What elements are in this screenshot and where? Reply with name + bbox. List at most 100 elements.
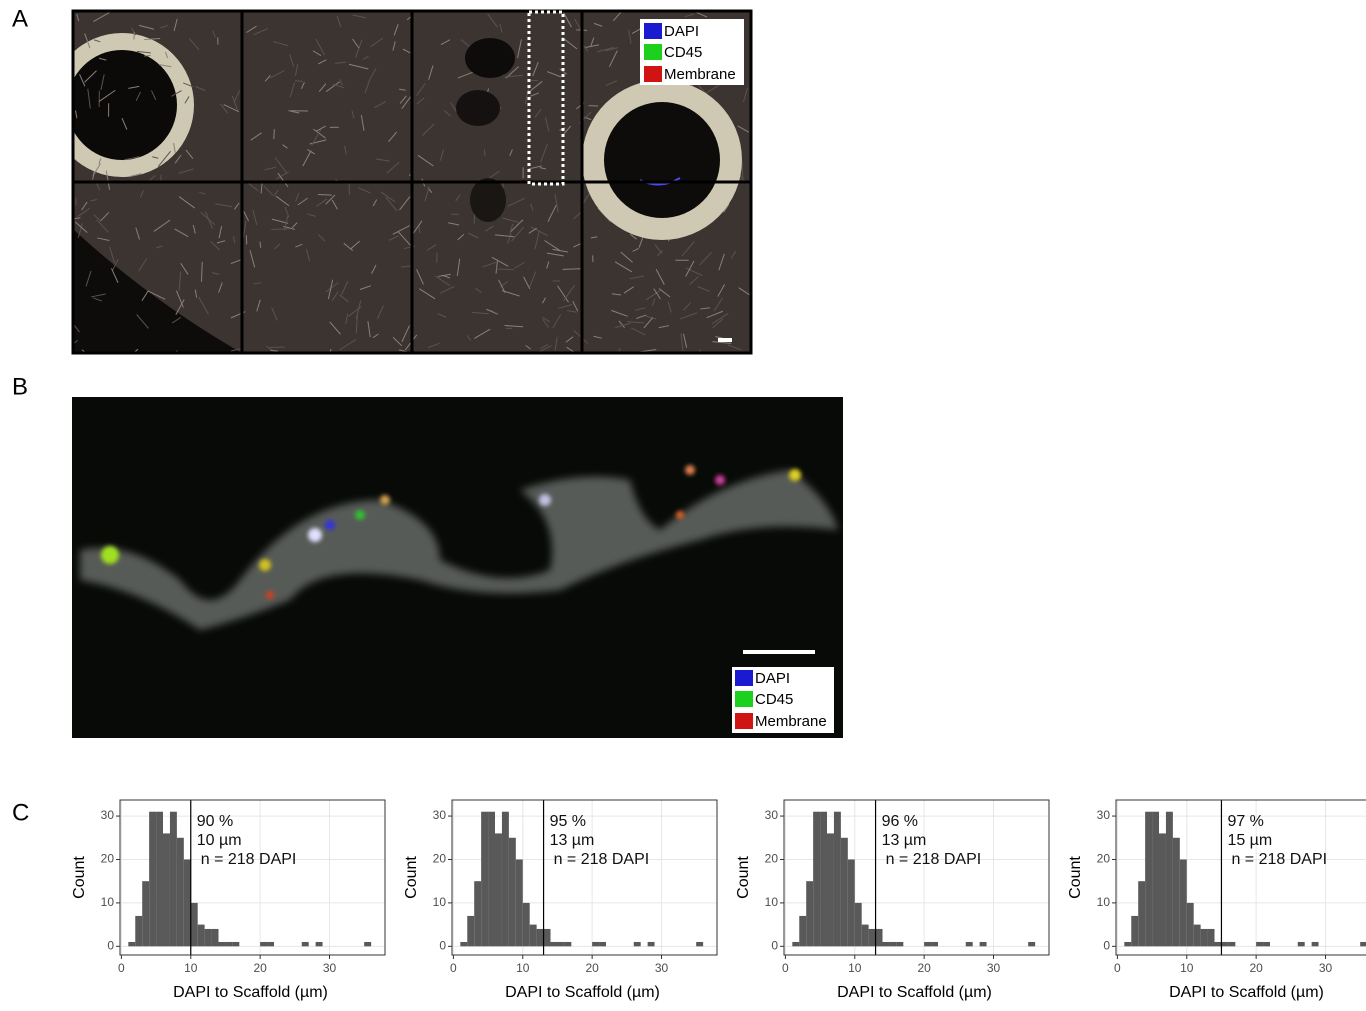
- histogram-bar: [869, 929, 876, 946]
- histogram-bar: [523, 903, 530, 946]
- histogram-bar: [1180, 859, 1187, 946]
- histogram-bar: [537, 929, 544, 946]
- histogram-bar: [184, 859, 191, 946]
- histogram-bar: [931, 942, 938, 946]
- panel-label: C: [12, 799, 29, 826]
- histogram-bar: [191, 903, 198, 946]
- histogram-bar: [599, 942, 606, 946]
- histogram-bar: [135, 916, 142, 946]
- x-tick-label: 0: [118, 961, 125, 975]
- histogram-bar: [474, 881, 481, 946]
- x-tick-label: 20: [253, 961, 267, 975]
- y-axis-label: Count: [403, 856, 420, 899]
- y-tick-label: 10: [101, 895, 115, 909]
- histogram-bar: [1131, 916, 1138, 946]
- x-tick-label: 10: [1180, 961, 1194, 975]
- histogram-bar: [980, 942, 987, 946]
- histogram-bar: [966, 942, 973, 946]
- y-tick-label: 20: [433, 852, 447, 866]
- histogram-bar: [648, 942, 655, 946]
- histogram-bar: [696, 942, 703, 946]
- histogram-bar: [467, 916, 474, 946]
- scale-bar: [743, 650, 815, 654]
- annotation: n = 218 DAPI: [201, 851, 297, 868]
- y-tick-label: 30: [433, 808, 447, 822]
- figure: A B C DAPI CD45 Membrane: [0, 0, 1366, 1006]
- texture: [260, 242, 261, 248]
- histogram-bar: [841, 838, 848, 947]
- histogram-bar: [557, 942, 564, 946]
- histogram-bar: [792, 942, 799, 946]
- histogram-bar: [813, 812, 820, 947]
- histogram-bar: [177, 838, 184, 947]
- x-tick-label: 0: [450, 961, 457, 975]
- y-tick-label: 20: [765, 852, 779, 866]
- legend-label: Membrane: [664, 66, 736, 83]
- x-tick-label: 30: [1319, 961, 1333, 975]
- histogram-bar: [212, 929, 219, 946]
- histogram-bar: [634, 942, 641, 946]
- legend-label: DAPI: [664, 23, 699, 40]
- histogram-bar: [855, 903, 862, 946]
- legend-label: CD45: [664, 44, 702, 61]
- legend-label: CD45: [755, 691, 793, 708]
- x-axis-label: DAPI to Scaffold (µm): [173, 984, 328, 1001]
- histogram-bar: [1187, 903, 1194, 946]
- histogram-bar: [1159, 833, 1166, 946]
- annotation: 90 %: [197, 813, 233, 830]
- texture: [318, 195, 332, 196]
- histogram-bar: [205, 929, 212, 946]
- histogram-bar: [530, 925, 537, 947]
- histogram-bar: [1263, 942, 1270, 946]
- x-tick-label: 0: [782, 961, 789, 975]
- histogram-bar: [1208, 929, 1215, 946]
- histogram-bar: [1221, 942, 1228, 946]
- x-tick-label: 0: [1114, 961, 1121, 975]
- annotation: 10 µm: [197, 832, 242, 849]
- panel-label: A: [12, 5, 28, 32]
- x-tick-label: 30: [655, 961, 669, 975]
- histogram-bar: [1256, 942, 1263, 946]
- histogram-bar: [564, 942, 571, 946]
- y-tick-label: 10: [433, 895, 447, 909]
- histogram-bar: [316, 942, 323, 946]
- histogram-bar: [896, 942, 903, 946]
- histogram-bar: [481, 812, 488, 947]
- y-tick-label: 0: [439, 938, 446, 952]
- histogram-bar: [1298, 942, 1305, 946]
- histogram-bar: [827, 833, 834, 946]
- histogram-bar: [142, 881, 149, 946]
- histogram-bar: [128, 942, 135, 946]
- histogram-bar: [1360, 942, 1366, 946]
- y-tick-label: 30: [1097, 808, 1111, 822]
- legend: DAPI CD45 Membrane: [732, 667, 834, 733]
- histogram-bar: [1145, 812, 1152, 947]
- histogram-bar: [1166, 812, 1173, 947]
- annotation: 13 µm: [882, 832, 927, 849]
- texture: [271, 229, 289, 230]
- annotation: 97 %: [1227, 813, 1263, 830]
- histogram-bar: [799, 916, 806, 946]
- y-axis-label: Count: [735, 856, 752, 899]
- y-tick-label: 0: [1103, 938, 1110, 952]
- histogram-bar: [924, 942, 931, 946]
- histograms: 0 10 20 30 0 10 20 30 90 % 10 µm n = 218 DAPI DAPI …: [71, 800, 1366, 1001]
- histogram-bar: [1152, 812, 1159, 947]
- histogram-bar: [364, 942, 371, 946]
- histogram-bar: [1215, 942, 1222, 946]
- histogram-bar: [544, 929, 551, 946]
- histogram-bar: [267, 942, 274, 946]
- x-tick-label: 10: [848, 961, 862, 975]
- histogram-bar: [163, 833, 170, 946]
- histogram-bar: [495, 833, 502, 946]
- legend-label: Membrane: [755, 713, 827, 730]
- histogram-bar: [889, 942, 896, 946]
- y-tick-label: 30: [765, 808, 779, 822]
- histogram-bar: [1201, 929, 1208, 946]
- histogram-bar: [460, 942, 467, 946]
- x-tick-label: 20: [1249, 961, 1263, 975]
- y-tick-label: 10: [1097, 895, 1111, 909]
- histogram-bar: [1312, 942, 1319, 946]
- histogram-bar: [149, 812, 156, 947]
- texture: [563, 269, 581, 270]
